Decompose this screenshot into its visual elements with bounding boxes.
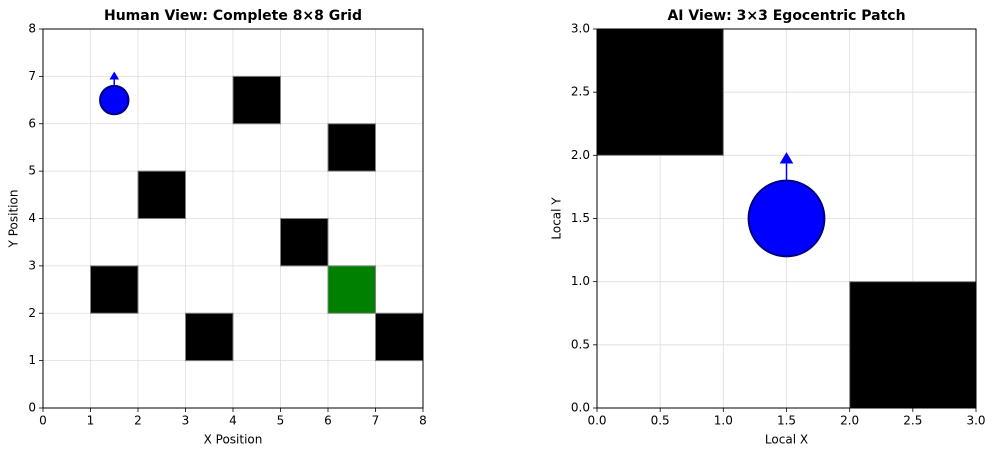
- heading-arrowhead: [109, 71, 120, 80]
- y-tick-label: 0: [28, 401, 36, 415]
- x-tick-label: 5: [277, 414, 285, 428]
- subplot: 0.0 0.5 1.0 1.5 2.0 2.5 3.0 0.0 0.5 1.0 1.5 2.0 2.5 3…: [550, 8, 986, 447]
- agent: [747, 179, 826, 258]
- obstacle-cell: [137, 170, 186, 219]
- y-tick-label: 3.0: [571, 22, 590, 36]
- x-tick-label: 4: [229, 414, 237, 428]
- y-tick-label: 1.5: [571, 211, 590, 225]
- y-tick-label: 1.0: [571, 274, 590, 288]
- y-tick-label: 3: [28, 258, 36, 272]
- y-tick-label: 0.5: [571, 337, 590, 351]
- y-tick-label: 0.0: [571, 401, 590, 415]
- obstacle-cell: [596, 28, 724, 156]
- chart-title: AI View: 3×3 Egocentric Patch: [667, 8, 905, 24]
- heading-arrowhead: [779, 152, 794, 164]
- obstacle-cell: [232, 75, 281, 125]
- agent: [99, 84, 130, 116]
- y-tick-label: 8: [28, 22, 36, 36]
- x-tick-label: 0: [39, 414, 47, 428]
- y-axis-label: Y Position: [7, 190, 21, 249]
- x-tick-label: 2.5: [903, 414, 922, 428]
- y-tick-label: 2.5: [571, 85, 590, 99]
- x-tick-label: 3: [182, 414, 190, 428]
- obstacle-cell: [327, 123, 376, 172]
- axes-frame: [42, 28, 424, 409]
- obstacle-cell: [849, 281, 977, 409]
- chart-title: Human View: Complete 8×8 Grid: [104, 8, 362, 24]
- x-tick-label: 0.5: [651, 414, 670, 428]
- x-tick-label: 1: [87, 414, 95, 428]
- x-tick-label: 7: [372, 414, 380, 428]
- y-tick-label: 6: [28, 116, 36, 130]
- x-tick-label: 2: [134, 414, 142, 428]
- x-axis-label: Local X: [765, 433, 808, 447]
- obstacle-cell: [280, 218, 329, 267]
- y-tick-label: 2: [28, 306, 36, 320]
- obstacle-cell: [375, 312, 424, 362]
- x-tick-label: 0.0: [587, 414, 606, 428]
- x-tick-label: 6: [324, 414, 332, 428]
- x-tick-label: 3.0: [966, 414, 985, 428]
- axes-frame: [596, 28, 977, 409]
- obstacle-cell: [90, 265, 139, 314]
- x-axis-label: X Position: [204, 433, 263, 447]
- y-tick-label: 5: [28, 164, 36, 178]
- x-tick-label: 1.5: [777, 414, 796, 428]
- y-tick-label: 4: [28, 211, 36, 225]
- subplot: 0 1 2 3 4 5 6 7 8 0 1 2 3 4 5 6 7 8 Human View: Complete 8…: [7, 8, 427, 447]
- y-tick-label: 1: [28, 353, 36, 367]
- y-axis-label: Local Y: [550, 197, 564, 240]
- goal-cell: [327, 265, 376, 314]
- y-tick-label: 2.0: [571, 148, 590, 162]
- y-tick-label: 7: [28, 69, 36, 83]
- x-tick-label: 8: [419, 414, 427, 428]
- obstacle-cell: [185, 312, 234, 362]
- x-tick-label: 2.0: [840, 414, 859, 428]
- x-tick-label: 1.0: [714, 414, 733, 428]
